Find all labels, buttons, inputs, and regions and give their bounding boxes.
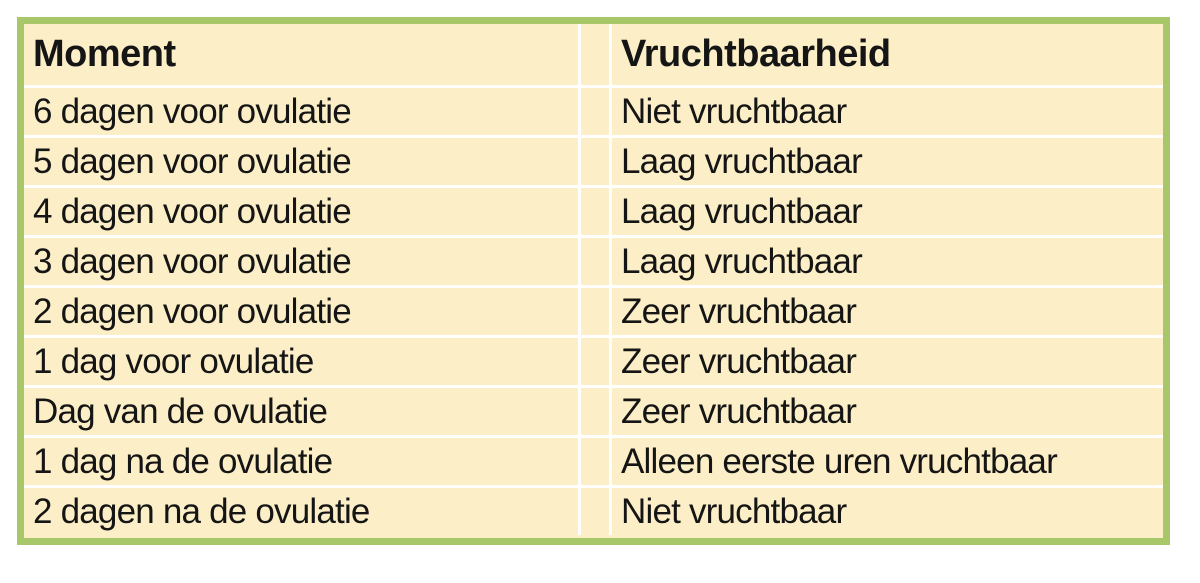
table-row: 4 dagen voor ovulatie Laag vruchtbaar [24, 185, 1163, 235]
moment-cell: Dag van de ovulatie [33, 391, 328, 431]
table-row: 2 dagen voor ovulatie Zeer vruchtbaar [24, 285, 1163, 335]
moment-cell: 5 dagen voor ovulatie [33, 141, 352, 181]
moment-cell: 2 dagen na de ovulatie [33, 491, 370, 531]
table-row: 5 dagen voor ovulatie Laag vruchtbaar [24, 135, 1163, 185]
vruchtbaarheid-cell: Niet vruchtbaar [621, 491, 847, 531]
spacer-column-cell [578, 438, 612, 485]
spacer-column-cell [578, 88, 612, 135]
spacer-column-cell [578, 388, 612, 435]
moment-cell: 6 dagen voor ovulatie [33, 91, 352, 131]
fertility-table: Moment Vruchtbaarheid 6 dagen voor ovula… [17, 17, 1170, 545]
table-row: 1 dag voor ovulatie Zeer vruchtbaar [24, 335, 1163, 385]
vruchtbaarheid-cell: Alleen eerste uren vruchtbaar [621, 441, 1058, 481]
vruchtbaarheid-cell: Niet vruchtbaar [621, 91, 847, 131]
vruchtbaarheid-cell: Zeer vruchtbaar [621, 291, 857, 331]
vruchtbaarheid-cell: Laag vruchtbaar [621, 241, 863, 281]
vruchtbaarheid-cell: Laag vruchtbaar [621, 191, 863, 231]
table-row: Dag van de ovulatie Zeer vruchtbaar [24, 385, 1163, 435]
spacer-column-cell [578, 288, 612, 335]
vruchtbaarheid-cell: Zeer vruchtbaar [621, 391, 857, 431]
spacer-column-cell [578, 24, 612, 85]
vruchtbaarheid-cell: Laag vruchtbaar [621, 141, 863, 181]
vruchtbaarheid-cell: Zeer vruchtbaar [621, 341, 857, 381]
table-row: 3 dagen voor ovulatie Laag vruchtbaar [24, 235, 1163, 285]
spacer-column-cell [578, 238, 612, 285]
table-row: 1 dag na de ovulatie Alleen eerste uren … [24, 435, 1163, 485]
moment-cell: 1 dag na de ovulatie [33, 441, 333, 481]
spacer-column-cell [578, 488, 612, 535]
spacer-column-cell [578, 338, 612, 385]
table-row: 6 dagen voor ovulatie Niet vruchtbaar [24, 85, 1163, 135]
table-row: 2 dagen na de ovulatie Niet vruchtbaar [24, 485, 1163, 535]
moment-cell: 4 dagen voor ovulatie [33, 191, 352, 231]
moment-cell: 1 dag voor ovulatie [33, 341, 314, 381]
moment-cell: 2 dagen voor ovulatie [33, 291, 352, 331]
table-header-row: Moment Vruchtbaarheid [24, 24, 1163, 85]
spacer-column-cell [578, 138, 612, 185]
moment-cell: 3 dagen voor ovulatie [33, 241, 352, 281]
column-header-vruchtbaarheid: Vruchtbaarheid [621, 33, 891, 75]
spacer-column-cell [578, 188, 612, 235]
column-header-moment: Moment [33, 33, 176, 75]
